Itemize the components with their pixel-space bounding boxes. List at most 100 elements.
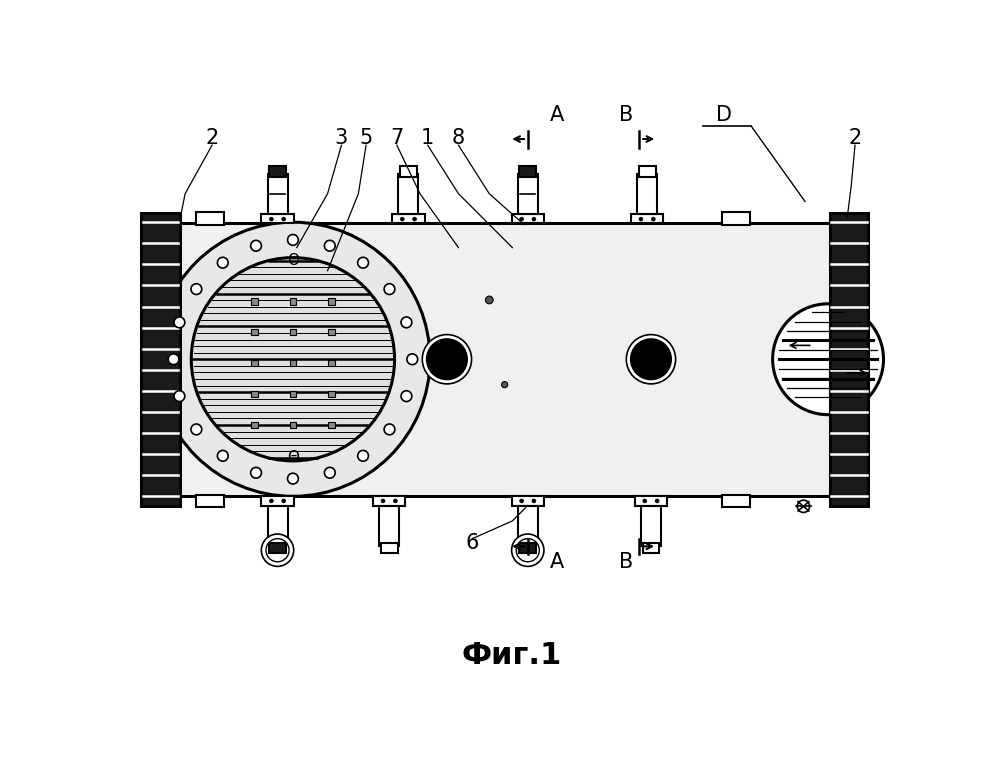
Bar: [174, 223, 832, 496]
Circle shape: [401, 317, 412, 328]
Circle shape: [288, 473, 299, 484]
Bar: [252, 422, 258, 427]
Bar: [141, 213, 180, 505]
Text: 8: 8: [452, 128, 466, 148]
Circle shape: [639, 217, 643, 221]
Circle shape: [191, 424, 202, 434]
Circle shape: [427, 339, 467, 379]
Circle shape: [218, 450, 228, 461]
Bar: [268, 505, 288, 545]
Circle shape: [168, 354, 179, 364]
Circle shape: [262, 534, 294, 566]
Bar: [290, 360, 296, 366]
Circle shape: [631, 339, 671, 379]
Bar: [252, 299, 258, 304]
Text: Θ: Θ: [287, 450, 299, 466]
Circle shape: [174, 317, 185, 328]
Bar: [641, 505, 661, 545]
Circle shape: [358, 257, 369, 268]
Circle shape: [655, 499, 659, 503]
Bar: [634, 496, 667, 505]
Text: D: D: [716, 105, 732, 125]
Text: Фиг.1: Фиг.1: [462, 641, 561, 670]
Text: A: A: [549, 551, 564, 572]
Text: A: A: [549, 105, 564, 125]
Bar: [393, 214, 425, 223]
Circle shape: [401, 217, 405, 221]
Bar: [329, 391, 335, 397]
Circle shape: [423, 335, 472, 384]
Bar: [517, 174, 537, 214]
Circle shape: [288, 235, 299, 245]
Circle shape: [251, 467, 262, 478]
Circle shape: [772, 303, 883, 415]
Circle shape: [270, 499, 274, 503]
Circle shape: [218, 257, 228, 268]
Circle shape: [251, 240, 262, 251]
Circle shape: [384, 284, 395, 295]
Text: B: B: [619, 551, 633, 572]
Circle shape: [511, 534, 543, 566]
Text: 6: 6: [466, 533, 479, 552]
Circle shape: [401, 391, 412, 402]
Bar: [399, 174, 419, 214]
Bar: [268, 174, 288, 214]
Circle shape: [282, 217, 286, 221]
Bar: [517, 505, 537, 545]
Text: B: B: [619, 105, 633, 125]
Circle shape: [532, 499, 535, 503]
Bar: [252, 391, 258, 397]
Bar: [638, 166, 655, 177]
Bar: [290, 391, 296, 397]
Circle shape: [407, 354, 418, 364]
Circle shape: [519, 499, 523, 503]
Bar: [380, 505, 400, 545]
Bar: [400, 166, 417, 177]
Circle shape: [643, 499, 646, 503]
Bar: [722, 495, 749, 507]
Circle shape: [626, 335, 675, 384]
Bar: [519, 166, 536, 177]
Circle shape: [486, 296, 494, 304]
Text: 3: 3: [335, 128, 348, 148]
Circle shape: [358, 450, 369, 461]
Bar: [511, 496, 543, 505]
Bar: [329, 422, 335, 427]
Bar: [381, 543, 398, 553]
Bar: [196, 495, 224, 507]
Bar: [722, 212, 749, 225]
Bar: [642, 543, 659, 553]
Circle shape: [501, 381, 507, 388]
Bar: [329, 299, 335, 304]
Bar: [329, 360, 335, 366]
Circle shape: [797, 500, 809, 512]
Text: 1: 1: [421, 128, 435, 148]
Bar: [252, 329, 258, 335]
Bar: [511, 214, 543, 223]
Circle shape: [174, 391, 185, 402]
Text: 2: 2: [848, 128, 862, 148]
Circle shape: [381, 499, 385, 503]
Circle shape: [519, 217, 523, 221]
Circle shape: [651, 217, 655, 221]
Circle shape: [270, 217, 274, 221]
Circle shape: [266, 539, 289, 562]
Bar: [290, 422, 296, 427]
Circle shape: [394, 499, 398, 503]
Circle shape: [325, 467, 336, 478]
Bar: [631, 214, 663, 223]
Bar: [196, 212, 224, 225]
Bar: [290, 299, 296, 304]
Bar: [262, 214, 294, 223]
Bar: [373, 496, 406, 505]
Bar: [269, 543, 286, 553]
Circle shape: [413, 217, 417, 221]
Bar: [269, 166, 286, 177]
Text: 5: 5: [360, 128, 373, 148]
Circle shape: [516, 539, 539, 562]
Bar: [519, 543, 536, 553]
Bar: [829, 213, 868, 505]
Bar: [290, 329, 296, 335]
Circle shape: [325, 240, 336, 251]
Circle shape: [282, 499, 286, 503]
